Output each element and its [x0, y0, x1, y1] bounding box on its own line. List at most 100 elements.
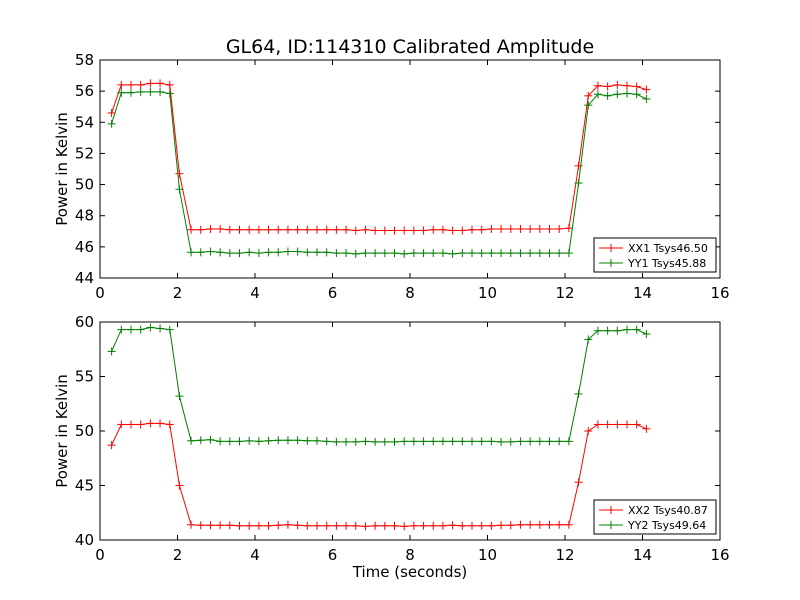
- data-point: [146, 87, 155, 96]
- data-point: [380, 521, 389, 530]
- data-point: [438, 225, 447, 234]
- data-point: [535, 437, 544, 446]
- x-tick-label: 16: [710, 284, 729, 302]
- data-point: [593, 420, 602, 429]
- data-point: [254, 225, 263, 234]
- y-tick-label: 52: [75, 144, 94, 162]
- data-point: [642, 329, 651, 338]
- data-point: [342, 249, 351, 258]
- data-point: [400, 226, 409, 235]
- data-point: [555, 249, 564, 258]
- legend-entry: XX2 Tsys40.87: [628, 504, 708, 517]
- x-tick-label: 8: [405, 546, 415, 564]
- data-point: [477, 225, 486, 234]
- data-point: [371, 437, 380, 446]
- data-point: [477, 437, 486, 446]
- data-point: [165, 80, 174, 89]
- data-point: [117, 420, 126, 429]
- data-point: [497, 224, 506, 233]
- data-point: [136, 80, 145, 89]
- data-point: [516, 249, 525, 258]
- data-point: [438, 437, 447, 446]
- data-point: [555, 437, 564, 446]
- data-point: [564, 437, 573, 446]
- data-point: [165, 420, 174, 429]
- data-point: [293, 225, 302, 234]
- data-point: [419, 249, 428, 258]
- data-point: [264, 521, 273, 530]
- series-line-red: [111, 422, 647, 527]
- data-point: [448, 521, 457, 530]
- data-point: [555, 520, 564, 529]
- data-point: [225, 437, 234, 446]
- data-point: [458, 226, 467, 235]
- series-line-green: [111, 326, 647, 443]
- data-point: [487, 224, 496, 233]
- data-point: [361, 437, 370, 446]
- x-tick-label: 10: [478, 546, 497, 564]
- data-point: [127, 420, 135, 429]
- data-point: [400, 522, 409, 531]
- data-point: [603, 326, 612, 335]
- data-point: [613, 326, 622, 335]
- y-tick-label: 54: [75, 113, 94, 131]
- data-point: [264, 248, 273, 257]
- data-point: [390, 521, 399, 530]
- data-point: [146, 419, 155, 428]
- x-axis-label: Time (seconds): [352, 563, 468, 581]
- data-point: [458, 249, 467, 258]
- data-point: [506, 437, 515, 446]
- data-point: [283, 247, 292, 256]
- data-point: [175, 392, 184, 401]
- data-point: [165, 89, 174, 98]
- data-point: [632, 90, 641, 99]
- data-point: [175, 481, 184, 490]
- data-point: [642, 424, 651, 433]
- data-point: [322, 521, 331, 530]
- legend-box: [593, 499, 717, 535]
- data-point: [642, 94, 651, 103]
- data-point: [187, 248, 196, 257]
- data-point: [187, 225, 196, 234]
- data-point: [603, 91, 612, 100]
- data-point: [516, 437, 525, 446]
- data-point: [468, 249, 476, 258]
- data-point: [332, 249, 341, 258]
- data-point: [136, 87, 145, 96]
- data-point: [574, 478, 583, 487]
- data-point: [506, 249, 515, 258]
- y-axis-label: Power in Kelvin: [53, 374, 71, 488]
- data-point: [613, 420, 622, 429]
- data-point: [187, 520, 196, 529]
- x-tick-label: 6: [328, 546, 338, 564]
- legend: XX1 Tsys46.50 YY1 Tsys45.88: [593, 237, 717, 273]
- data-point: [623, 420, 631, 429]
- data-point: [448, 437, 457, 446]
- data-point: [206, 435, 215, 444]
- x-tick-label: 10: [478, 284, 497, 302]
- data-point: [136, 420, 145, 429]
- data-point: [351, 226, 360, 235]
- data-point: [235, 225, 244, 234]
- data-point: [293, 436, 302, 445]
- data-point: [545, 224, 554, 233]
- legend-entry: YY2 Tsys49.64: [627, 519, 706, 532]
- x-tick-label: 14: [633, 284, 652, 302]
- data-point: [254, 437, 263, 446]
- data-point: [254, 249, 263, 258]
- data-point: [245, 248, 254, 257]
- data-point: [107, 108, 116, 117]
- data-point: [322, 248, 331, 257]
- data-point: [613, 90, 622, 99]
- data-point: [535, 249, 544, 258]
- data-point: [136, 325, 145, 334]
- data-point: [196, 225, 205, 234]
- data-point: [196, 521, 205, 530]
- data-point: [409, 521, 418, 530]
- data-point: [448, 226, 457, 235]
- data-point: [487, 249, 496, 258]
- data-point: [497, 521, 506, 530]
- data-point: [400, 249, 409, 258]
- data-point: [584, 101, 593, 110]
